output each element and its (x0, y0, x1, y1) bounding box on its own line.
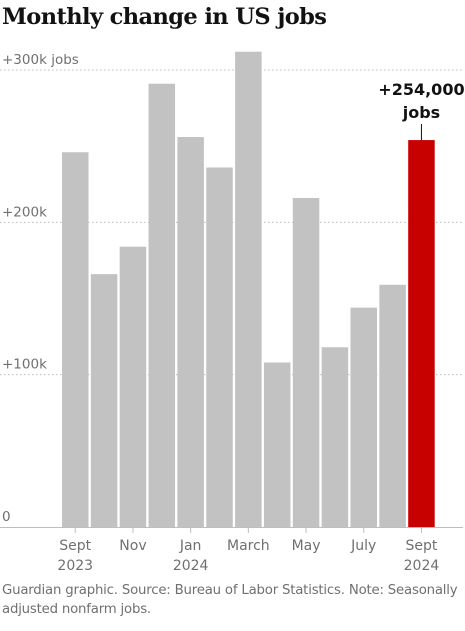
chart-title: Monthly change in US jobs (2, 4, 327, 30)
bar (263, 362, 291, 527)
bar (292, 197, 320, 527)
x-tick-label: Sept (59, 538, 91, 554)
bar (350, 307, 377, 527)
y-axis-tick-labels: 0 +100k +200k +300k jobs (2, 52, 79, 525)
highlight-value-label: +254,000 (378, 80, 464, 99)
x-tick-label: Sept (406, 538, 438, 554)
y-tick-label: 0 (2, 509, 11, 525)
x-tick-label: March (227, 538, 270, 554)
highlight-unit-label: jobs (402, 103, 440, 122)
y-tick-label: +100k (2, 357, 47, 373)
x-tick-label: Jan (179, 538, 202, 554)
highlight-annotation: +254,000 jobs (378, 80, 465, 141)
bar (62, 152, 89, 527)
source-note: Guardian graphic. Source: Bureau of Labo… (2, 583, 458, 617)
y-tick-label: +200k (2, 204, 47, 220)
bar (148, 83, 176, 528)
bars (0, 51, 463, 528)
x-tick-label-year: 2024 (173, 558, 209, 570)
x-tick-label: May (292, 538, 321, 554)
bar (177, 137, 204, 527)
bar (119, 246, 147, 527)
x-tick-label-year: 2023 (57, 558, 93, 570)
bar (206, 167, 233, 528)
x-tick-label: July (350, 538, 376, 554)
x-tick-label: Nov (119, 538, 146, 554)
bar-chart: 0 +100k +200k +300k jobs Sept 2023 Nov Jan 2024… (0, 51, 465, 570)
bar-highlight (408, 140, 435, 527)
x-tick-label-year: 2024 (404, 558, 440, 570)
y-tick-label: +300k jobs (2, 52, 79, 68)
bar (321, 347, 349, 527)
x-axis-tick-labels: Sept 2023 Nov Jan 2024 March May July Sept 2024 (57, 527, 439, 570)
bar (235, 51, 262, 527)
bar (90, 274, 118, 527)
bar (379, 284, 406, 527)
